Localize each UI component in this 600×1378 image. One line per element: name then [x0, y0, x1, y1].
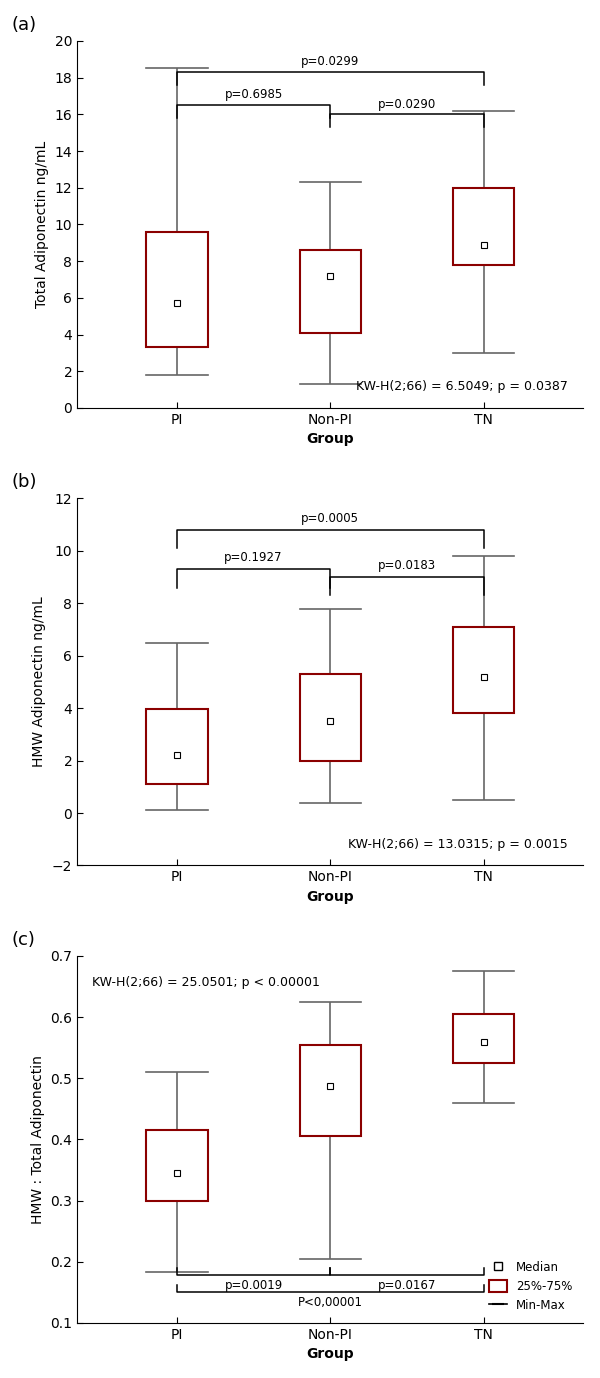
Text: P<0,00001: P<0,00001 [298, 1295, 363, 1309]
Text: p=0.0167: p=0.0167 [378, 1279, 436, 1291]
Y-axis label: HMW Adiponectin ng/mL: HMW Adiponectin ng/mL [32, 597, 46, 768]
Bar [453, 1014, 514, 1062]
Legend: Median, 25%-75%, Min-Max: Median, 25%-75%, Min-Max [484, 1257, 577, 1317]
Text: p=0.0019: p=0.0019 [224, 1279, 283, 1291]
Text: p=0.6985: p=0.6985 [224, 88, 283, 102]
X-axis label: Group: Group [307, 433, 354, 446]
X-axis label: Group: Group [307, 1348, 354, 1361]
Bar [299, 674, 361, 761]
Bar [146, 1130, 208, 1200]
Text: (c): (c) [11, 930, 35, 948]
Text: KW-H(2;66) = 13.0315; p = 0.0015: KW-H(2;66) = 13.0315; p = 0.0015 [349, 838, 568, 850]
Bar [299, 1045, 361, 1137]
Text: p=0.0005: p=0.0005 [301, 511, 359, 525]
Text: p=0.1927: p=0.1927 [224, 551, 283, 564]
Y-axis label: HMW : Total Adiponectin: HMW : Total Adiponectin [31, 1056, 45, 1224]
Text: p=0.0290: p=0.0290 [378, 98, 436, 110]
Bar [146, 710, 208, 784]
Text: p=0.0183: p=0.0183 [378, 559, 436, 572]
Bar [453, 627, 514, 714]
Text: (b): (b) [11, 473, 37, 491]
Bar [299, 251, 361, 332]
Bar [453, 187, 514, 265]
Text: (a): (a) [11, 15, 37, 33]
Text: KW-H(2;66) = 6.5049; p = 0.0387: KW-H(2;66) = 6.5049; p = 0.0387 [356, 380, 568, 393]
Text: KW-H(2;66) = 25.0501; p < 0.00001: KW-H(2;66) = 25.0501; p < 0.00001 [92, 976, 320, 989]
Y-axis label: Total Adiponectin ng/mL: Total Adiponectin ng/mL [35, 141, 49, 309]
X-axis label: Group: Group [307, 890, 354, 904]
Bar [146, 232, 208, 347]
Text: p=0.0299: p=0.0299 [301, 55, 359, 69]
